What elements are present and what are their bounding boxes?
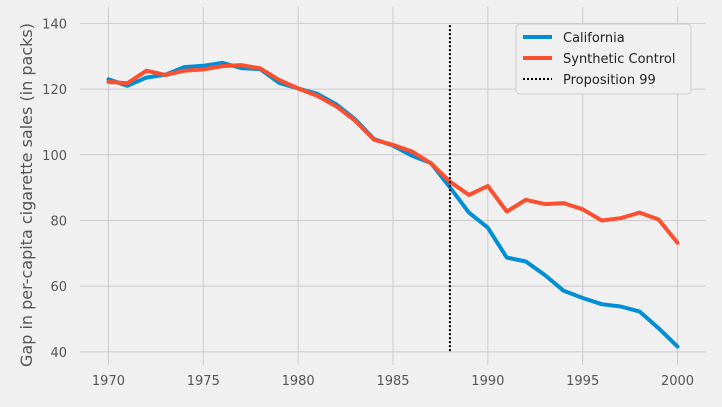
y-tick-label-60: 60 bbox=[50, 280, 67, 295]
y-tick-label-140: 140 bbox=[42, 17, 67, 32]
x-tick-label-1995: 1995 bbox=[566, 374, 599, 389]
x-tick-label-2000: 2000 bbox=[661, 374, 694, 389]
series-lines bbox=[106, 60, 680, 349]
x-tick-label-1990: 1990 bbox=[471, 374, 504, 389]
legend-box bbox=[515, 23, 692, 95]
y-tick-label-100: 100 bbox=[42, 149, 67, 164]
y-tick-label-40: 40 bbox=[50, 346, 67, 361]
y-tick-labels: 40 60 80 100 120 140 bbox=[42, 17, 67, 360]
series-line-synthetic-control bbox=[106, 63, 680, 245]
y-axis-label: Gap in per-capita cigarette sales (in pa… bbox=[17, 23, 36, 367]
y-tick-label-80: 80 bbox=[50, 214, 67, 229]
legend-label-california: California bbox=[563, 31, 625, 46]
x-tick-labels: 1970 1975 1980 1985 1990 1995 2000 bbox=[92, 374, 694, 389]
legend-label-proposition-99: Proposition 99 bbox=[563, 73, 656, 88]
x-tick-label-1970: 1970 bbox=[92, 374, 125, 389]
x-tick-label-1975: 1975 bbox=[187, 374, 220, 389]
x-tick-label-1980: 1980 bbox=[282, 374, 315, 389]
x-tick-label-1985: 1985 bbox=[376, 374, 409, 389]
legend-label-synthetic-control: Synthetic Control bbox=[563, 52, 676, 67]
legend: California Synthetic Control Proposition… bbox=[515, 23, 692, 95]
y-tick-label-120: 120 bbox=[42, 83, 67, 98]
